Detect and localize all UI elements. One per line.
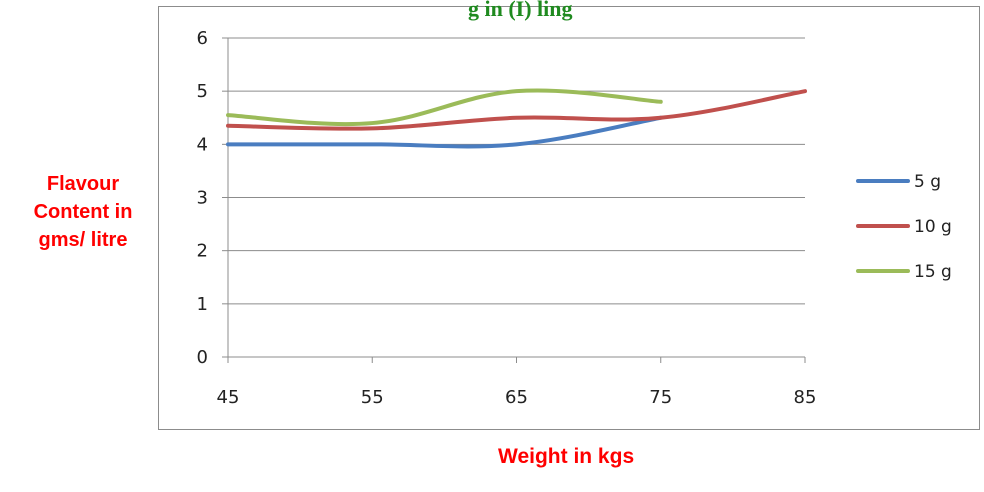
y-tick-label-4: 4 [197,134,208,155]
legend-label-5g: 5 g [914,172,941,192]
y-tick-label-0: 0 [197,347,208,368]
y-tick-label-2: 2 [197,241,208,262]
y-tick-label-3: 3 [197,188,208,209]
x-tick-label-65: 65 [505,387,528,408]
x-tick-label-45: 45 [217,387,240,408]
x-tick-label-55: 55 [361,387,384,408]
legend-label-10g: 10 g [914,217,952,237]
x-tick-label-75: 75 [649,387,672,408]
y-tick-label-1: 1 [197,294,208,315]
x-tick-label-85: 85 [794,387,817,408]
y-tick-label-6: 6 [197,28,208,49]
legend-label-15g: 15 g [914,262,952,282]
y-tick-label-5: 5 [197,81,208,102]
